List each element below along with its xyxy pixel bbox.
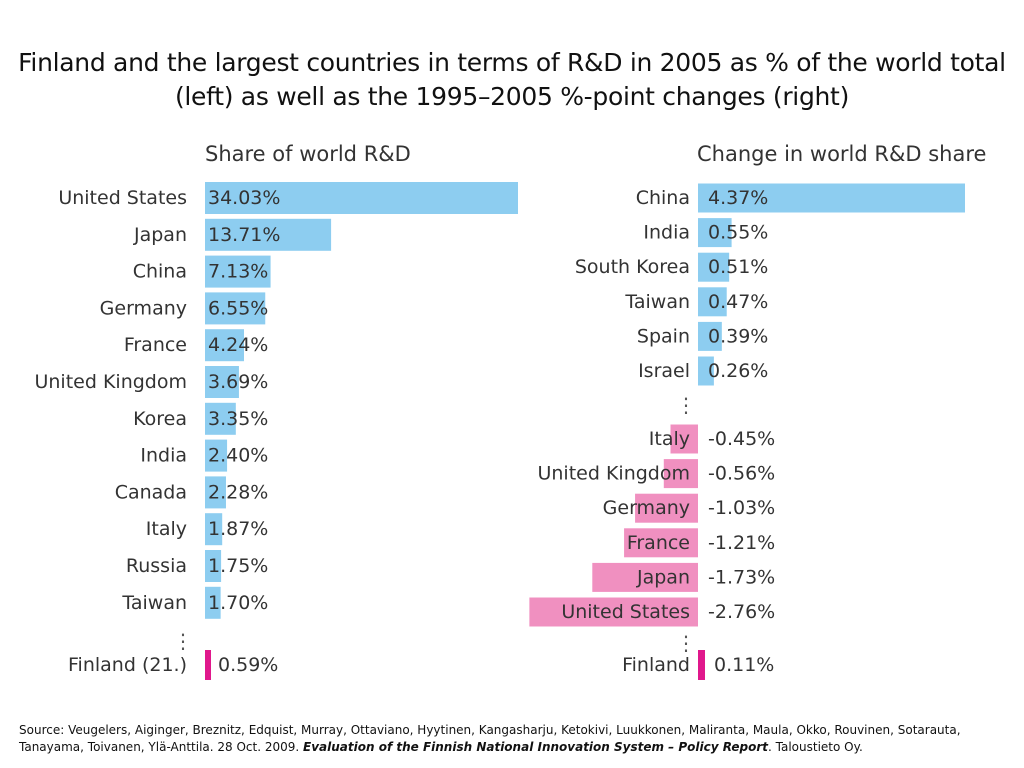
bar-change-france-negative bbox=[624, 528, 698, 558]
category-label-change-italy-negative: Italy bbox=[649, 428, 690, 450]
bar-share-taiwan bbox=[205, 586, 221, 619]
bar-change-spain bbox=[698, 321, 722, 351]
value-label-share-italy: 1.87% bbox=[208, 518, 268, 540]
left-chart-title: Share of world R&D bbox=[205, 142, 411, 166]
bar-change-italy-negative bbox=[670, 424, 698, 454]
bar-share-russia bbox=[205, 550, 222, 582]
bar-share-united-states bbox=[205, 182, 518, 214]
value-label-share-germany: 6.55% bbox=[208, 297, 268, 319]
category-label-change-spain: Spain bbox=[637, 325, 690, 347]
right-chart-title: Change in world R&D share bbox=[697, 142, 986, 166]
source-prefix: Source: Veugelers, Aiginger, Breznitz, E… bbox=[19, 723, 961, 754]
value-label-change-israel: 0.26% bbox=[708, 360, 768, 382]
category-label-share-france: France bbox=[124, 334, 187, 356]
category-label-share-united-states: United States bbox=[58, 187, 187, 209]
bar-share-india bbox=[205, 439, 228, 472]
bar-share-korea bbox=[205, 402, 236, 435]
bar-change-india bbox=[698, 218, 732, 248]
value-label-change-spain: 0.39% bbox=[708, 325, 768, 347]
category-label-change-united-kingdom-negative: United Kingdom bbox=[537, 463, 690, 485]
ellipsis-change-bottom: ⋮ bbox=[676, 631, 696, 655]
source-suffix: . Taloustieto Oy. bbox=[768, 740, 863, 754]
value-label-share-india: 2.40% bbox=[208, 445, 268, 467]
category-label-share-united-kingdom: United Kingdom bbox=[34, 371, 187, 393]
bar-change-china bbox=[698, 183, 965, 213]
ellipsis-change-top: ⋮ bbox=[676, 393, 696, 417]
value-label-change-china: 4.37% bbox=[708, 187, 768, 209]
value-label-change-japan-negative: -1.73% bbox=[708, 566, 775, 588]
bar-change-germany-negative bbox=[635, 493, 698, 523]
value-label-change-united-kingdom-negative: -0.56% bbox=[708, 463, 775, 485]
value-label-share-finland: 0.59% bbox=[218, 654, 278, 676]
bar-change-united-states-negative bbox=[529, 597, 698, 627]
value-label-share-japan: 13.71% bbox=[208, 224, 280, 246]
value-label-share-canada: 2.28% bbox=[208, 481, 268, 503]
source-note: Source: Veugelers, Aiginger, Breznitz, E… bbox=[19, 722, 1014, 756]
bar-share-united-kingdom bbox=[205, 366, 239, 398]
chart-area: Share of world R&D United States 34.03% Jap… bbox=[34, 142, 986, 680]
category-label-change-japan-negative: Japan bbox=[636, 566, 690, 588]
value-label-share-united-states: 34.03% bbox=[208, 187, 280, 209]
value-label-change-united-states-negative: -2.76% bbox=[708, 601, 775, 623]
value-label-change-india: 0.55% bbox=[708, 222, 768, 244]
bar-change-japan-negative bbox=[592, 562, 698, 592]
category-label-share-germany: Germany bbox=[100, 297, 187, 319]
category-label-change-china: China bbox=[636, 187, 690, 209]
category-label-share-india: India bbox=[140, 445, 187, 467]
category-label-share-italy: Italy bbox=[146, 518, 187, 540]
bar-change-south-korea bbox=[698, 252, 730, 282]
value-label-change-taiwan: 0.47% bbox=[708, 291, 768, 313]
value-label-share-united-kingdom: 3.69% bbox=[208, 371, 268, 393]
bar-change-finland bbox=[698, 650, 705, 680]
category-label-change-israel: Israel bbox=[638, 360, 690, 382]
bar-change-taiwan bbox=[698, 287, 727, 317]
category-label-share-taiwan: Taiwan bbox=[121, 592, 187, 614]
category-label-share-japan: Japan bbox=[133, 224, 187, 246]
ellipsis-share: ⋮ bbox=[173, 629, 193, 653]
value-label-share-russia: 1.75% bbox=[208, 555, 268, 577]
category-label-share-korea: Korea bbox=[133, 408, 187, 430]
left-chart-share-of-world-rd: Share of world R&D United States 34.03% Jap… bbox=[34, 142, 518, 680]
value-label-share-korea: 3.35% bbox=[208, 408, 268, 430]
category-label-share-canada: Canada bbox=[115, 481, 187, 503]
category-label-change-france-negative: France bbox=[627, 532, 690, 554]
category-label-change-finland: Finland bbox=[622, 654, 690, 676]
value-label-change-finland: 0.11% bbox=[714, 654, 774, 676]
bar-share-finland bbox=[205, 650, 211, 680]
value-label-change-france-negative: -1.21% bbox=[708, 532, 775, 554]
category-label-change-germany-negative: Germany bbox=[603, 497, 690, 519]
category-label-share-china: China bbox=[133, 261, 187, 283]
bar-share-china bbox=[205, 255, 271, 288]
category-label-share-russia: Russia bbox=[126, 555, 187, 577]
category-label-share-finland: Finland (21.) bbox=[68, 654, 187, 676]
bar-share-france bbox=[205, 329, 244, 362]
bar-share-italy bbox=[205, 513, 223, 546]
category-label-change-india: India bbox=[643, 222, 690, 244]
value-label-share-france: 4.24% bbox=[208, 334, 268, 356]
value-label-share-taiwan: 1.70% bbox=[208, 592, 268, 614]
value-label-change-south-korea: 0.51% bbox=[708, 256, 768, 278]
value-label-change-italy-negative: -0.45% bbox=[708, 428, 775, 450]
source-report-title: Evaluation of the Finnish National Innov… bbox=[303, 740, 768, 754]
bar-change-israel bbox=[698, 356, 714, 386]
bar-share-germany bbox=[205, 292, 266, 325]
right-chart-change-in-world-rd-share: Change in world R&D share China 4.37% India… bbox=[529, 142, 986, 680]
category-label-change-taiwan: Taiwan bbox=[624, 291, 690, 313]
category-label-change-south-korea: South Korea bbox=[575, 256, 690, 278]
value-label-change-germany-negative: -1.03% bbox=[708, 497, 775, 519]
bar-change-united-kingdom-negative bbox=[663, 459, 698, 489]
slide-title: Finland and the largest countries in ter… bbox=[18, 48, 1006, 111]
category-label-change-united-states-negative: United States bbox=[561, 601, 690, 623]
value-label-share-china: 7.13% bbox=[208, 261, 268, 283]
bar-share-japan bbox=[205, 218, 332, 251]
bar-share-canada bbox=[205, 476, 226, 509]
